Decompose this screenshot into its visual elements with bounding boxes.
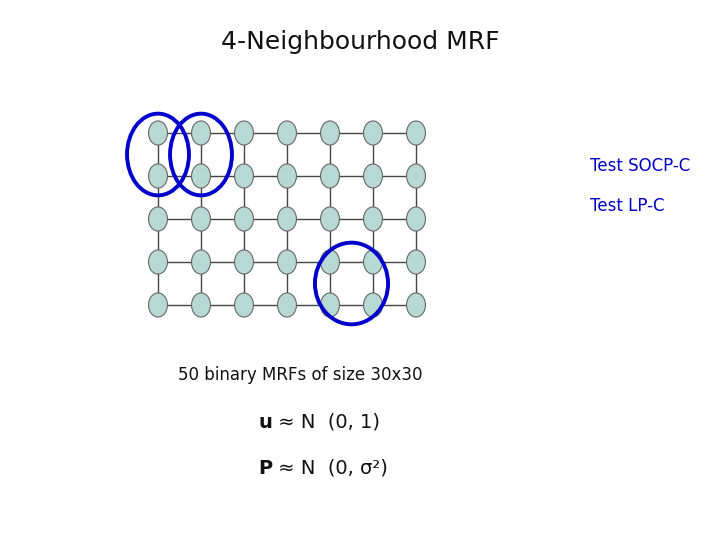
Ellipse shape [277, 121, 297, 145]
Ellipse shape [407, 293, 426, 317]
Ellipse shape [364, 293, 382, 317]
Ellipse shape [320, 121, 339, 145]
Text: Test LP-C: Test LP-C [590, 197, 665, 215]
Ellipse shape [148, 207, 168, 231]
Ellipse shape [407, 207, 426, 231]
Ellipse shape [364, 250, 382, 274]
Ellipse shape [192, 164, 210, 188]
Ellipse shape [192, 121, 210, 145]
Ellipse shape [148, 250, 168, 274]
Ellipse shape [364, 164, 382, 188]
Ellipse shape [192, 293, 210, 317]
Ellipse shape [148, 164, 168, 188]
Ellipse shape [235, 164, 253, 188]
Ellipse shape [320, 164, 339, 188]
Ellipse shape [192, 250, 210, 274]
Text: ≈ N  (0, σ²): ≈ N (0, σ²) [272, 458, 388, 477]
Ellipse shape [277, 207, 297, 231]
Text: 4-Neighbourhood MRF: 4-Neighbourhood MRF [221, 30, 499, 54]
Ellipse shape [192, 207, 210, 231]
Ellipse shape [407, 164, 426, 188]
Ellipse shape [148, 121, 168, 145]
Ellipse shape [235, 121, 253, 145]
Ellipse shape [320, 293, 339, 317]
Ellipse shape [407, 121, 426, 145]
Ellipse shape [235, 250, 253, 274]
Ellipse shape [148, 293, 168, 317]
Ellipse shape [277, 293, 297, 317]
Ellipse shape [320, 250, 339, 274]
Ellipse shape [235, 293, 253, 317]
Ellipse shape [364, 121, 382, 145]
Ellipse shape [407, 250, 426, 274]
Text: P: P [258, 458, 272, 477]
Ellipse shape [277, 164, 297, 188]
Text: u: u [258, 413, 272, 431]
Ellipse shape [277, 250, 297, 274]
Ellipse shape [320, 207, 339, 231]
Ellipse shape [364, 207, 382, 231]
Text: ≈ N  (0, 1): ≈ N (0, 1) [272, 413, 380, 431]
Text: Test SOCP-C: Test SOCP-C [590, 157, 690, 175]
Text: 50 binary MRFs of size 30x30: 50 binary MRFs of size 30x30 [178, 366, 422, 384]
Ellipse shape [235, 207, 253, 231]
